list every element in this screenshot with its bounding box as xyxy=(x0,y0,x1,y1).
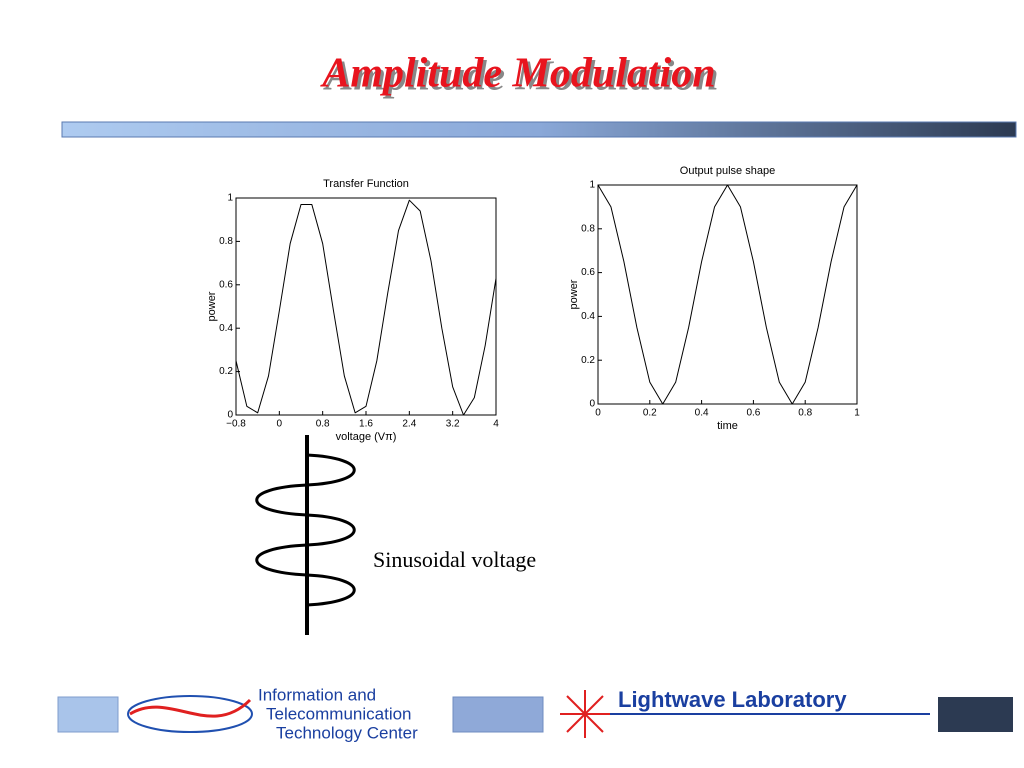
x-axis-label: time xyxy=(717,420,738,432)
laser-logo xyxy=(560,690,610,738)
footer-box xyxy=(57,696,119,733)
x-tick-label: 0 xyxy=(595,408,601,419)
sinusoid xyxy=(255,453,356,607)
footer-text: Technology Center xyxy=(276,723,418,742)
x-tick-label: 0.6 xyxy=(746,408,760,419)
chart-title: Transfer Function xyxy=(323,178,409,190)
plot-frame xyxy=(235,197,497,416)
logo xyxy=(129,698,252,718)
x-tick-label: 1.6 xyxy=(359,419,373,430)
y-axis-label: power xyxy=(206,291,218,321)
chart-title: Output pulse shape xyxy=(680,165,775,177)
plot-frame xyxy=(597,184,858,405)
y-tick-label: 0.6 xyxy=(219,279,233,290)
y-tick-label: 0 xyxy=(589,399,595,410)
footer-text: Information and xyxy=(258,685,376,704)
x-tick-label: 4 xyxy=(493,419,499,430)
diagram-label: Sinusoidal voltage xyxy=(373,547,536,572)
logo xyxy=(127,695,253,733)
y-tick-label: 0.2 xyxy=(219,366,233,377)
y-tick-label: 0.8 xyxy=(219,236,233,247)
title-bar xyxy=(61,121,1017,138)
x-tick-label: −0.8 xyxy=(226,419,246,430)
x-tick-label: 0.8 xyxy=(316,419,330,430)
x-tick-label: 0.8 xyxy=(798,408,812,419)
x-tick-label: 1 xyxy=(854,408,860,419)
slide-title: Amplitude Modulation xyxy=(319,51,715,97)
y-tick-label: 0.8 xyxy=(581,223,595,234)
x-tick-label: 2.4 xyxy=(402,419,416,430)
x-tick-label: 0 xyxy=(277,419,283,430)
title-shadow: Amplitude Modulation xyxy=(322,54,718,100)
x-tick-label: 0.2 xyxy=(643,408,657,419)
x-tick-label: 0.4 xyxy=(695,408,709,419)
y-tick-label: 1 xyxy=(589,180,595,191)
y-tick-label: 0.6 xyxy=(581,267,595,278)
y-tick-label: 1 xyxy=(227,193,233,204)
footer-lab: Lightwave Laboratory xyxy=(618,687,847,712)
y-tick-label: 0.4 xyxy=(219,323,233,334)
line-series xyxy=(235,199,497,416)
y-tick-label: 0 xyxy=(227,410,233,421)
y-tick-label: 0.4 xyxy=(581,311,595,322)
y-tick-label: 0.2 xyxy=(581,355,595,366)
footer-box xyxy=(452,696,544,733)
footer-box xyxy=(938,697,1013,732)
x-axis-label: voltage (Vπ) xyxy=(336,431,397,443)
footer-text: Telecommunication xyxy=(266,704,412,723)
x-tick-label: 3.2 xyxy=(446,419,460,430)
y-axis-label: power xyxy=(568,279,580,309)
line-series xyxy=(597,184,858,405)
